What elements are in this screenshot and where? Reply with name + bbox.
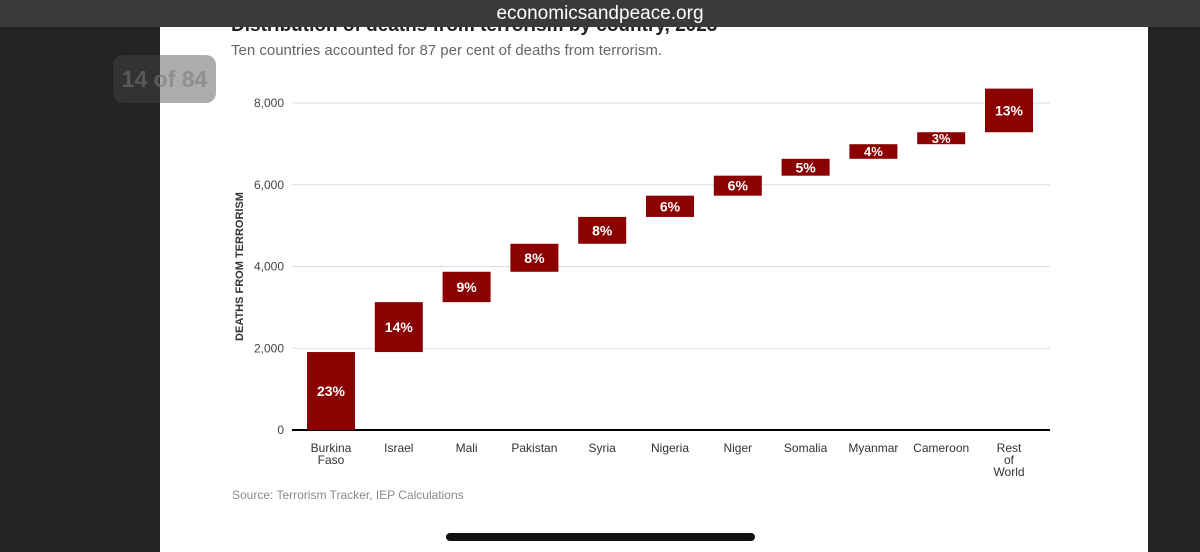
y-tick-label: 0 — [277, 423, 284, 437]
chart-title: Distribution of deaths from terrorism by… — [231, 27, 717, 37]
y-tick-label: 6,000 — [254, 178, 284, 192]
bar — [307, 352, 355, 430]
source-note: Source: Terrorism Tracker, IEP Calculati… — [232, 488, 464, 502]
bar-data-label: 6% — [660, 198, 681, 214]
home-indicator[interactable] — [446, 533, 755, 541]
y-tick-label: 2,000 — [254, 341, 284, 355]
bar — [442, 271, 491, 303]
bar — [374, 302, 423, 353]
bar-data-label: 14% — [385, 319, 414, 335]
x-tick-label: Nigeria — [651, 441, 689, 455]
url-text: economicsandpeace.org — [496, 3, 704, 24]
x-tick-label: Mali — [456, 441, 478, 455]
bar — [578, 216, 627, 244]
y-tick-label: 4,000 — [254, 260, 284, 274]
bar-data-label: 8% — [524, 250, 545, 266]
viewer-background-left — [0, 27, 160, 552]
bar — [646, 195, 694, 217]
bar-data-label: 8% — [592, 222, 613, 238]
document-page: Distribution of deaths from terrorism by… — [160, 27, 1148, 552]
bar — [510, 243, 559, 272]
bar-data-label: 13% — [995, 102, 1024, 118]
x-tick-label: Somalia — [784, 441, 828, 455]
bar-data-label: 23% — [317, 383, 346, 399]
x-tick-label: Cameroon — [913, 441, 969, 455]
page-counter: 14 of 84 — [113, 55, 216, 103]
chart: 0 2,000 4,000 6,000 8,000 DEATHS FROM TERRORI… — [234, 88, 1050, 479]
bar — [781, 158, 830, 176]
x-tick-label: Syria — [589, 441, 617, 455]
x-tick-label: Burkina Faso — [311, 441, 352, 467]
bar — [849, 144, 898, 159]
x-tick-label: Myanmar — [848, 441, 898, 455]
bar — [917, 132, 966, 145]
viewer-background-right — [1148, 27, 1200, 552]
x-tick-label: Israel — [384, 441, 413, 455]
y-tick-label: 8,000 — [254, 96, 284, 110]
bar-data-label: 4% — [864, 144, 883, 159]
bar — [713, 175, 762, 196]
bar-data-label: 9% — [456, 279, 477, 295]
browser-url-bar[interactable]: economicsandpeace.org — [0, 0, 1200, 27]
x-tick-label: Niger — [723, 441, 752, 455]
x-tick-label: Rest of World — [993, 441, 1024, 479]
chart-subtitle: Ten countries accounted for 87 per cent … — [231, 42, 663, 59]
x-tick-label: Pakistan — [511, 441, 557, 455]
bar-data-label: 5% — [795, 159, 816, 175]
bar — [985, 88, 1033, 133]
bar-data-label: 3% — [932, 131, 951, 146]
y-axis-title: DEATHS FROM TERRORISM — [234, 192, 246, 341]
bar-data-label: 6% — [728, 178, 749, 194]
